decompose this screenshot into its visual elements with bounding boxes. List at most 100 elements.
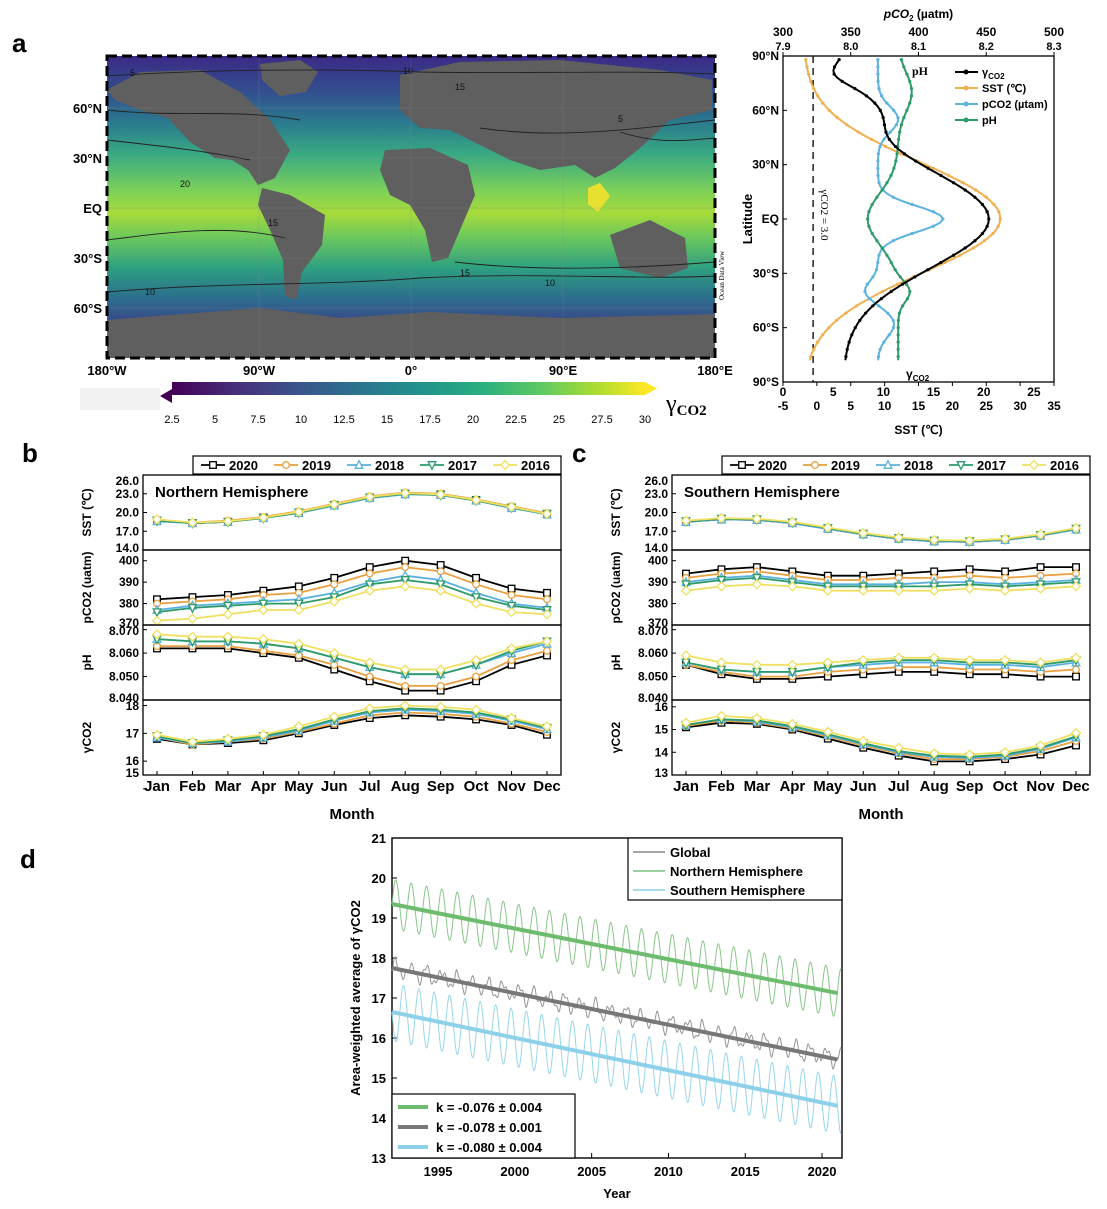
monthly-legend-marker bbox=[282, 461, 290, 469]
gamma-profile-line-point bbox=[878, 108, 882, 112]
hemisphere-title: Southern Hemisphere bbox=[684, 484, 840, 501]
profile-top-title-unit: (µatm) bbox=[914, 7, 954, 21]
gamma-tick-label: 0 bbox=[780, 385, 787, 399]
lon-tick-label: 90°W bbox=[243, 363, 276, 378]
monthly-series-line bbox=[156, 574, 548, 611]
sst-profile-line-point bbox=[998, 217, 1002, 221]
profile-legend-label: pCO2 (µtam) bbox=[982, 99, 1048, 111]
pco2-tick-label: 300 bbox=[773, 25, 793, 39]
fit-legend-label: k = -0.078 ± 0.001 bbox=[436, 1120, 542, 1135]
profile-xlabel: SST (℃) bbox=[894, 423, 942, 437]
pco2-profile-line-point bbox=[892, 108, 896, 112]
monthly-y-tick-label: 390 bbox=[119, 575, 139, 589]
trend-y-tick-label: 14 bbox=[372, 1111, 387, 1126]
lon-tick-label: 180°W bbox=[87, 363, 127, 378]
pco2-profile-line-point bbox=[876, 166, 880, 170]
gamma-profile-line-point bbox=[847, 340, 851, 344]
pco2-profile-line-point bbox=[880, 94, 884, 98]
map-axis-labels: 180°W 90°W 0° 90°E 180°E 60°N 30°N EQ 30°S 60°S bbox=[73, 101, 733, 378]
monthly-legend-marker bbox=[956, 461, 966, 471]
gamma-profile-line-point bbox=[951, 181, 956, 185]
monthly-point bbox=[680, 717, 692, 728]
gamma-profile-line-point bbox=[914, 159, 918, 163]
monthly-point bbox=[293, 604, 305, 616]
sst-profile-line-point bbox=[961, 181, 965, 185]
ph-profile-line-point bbox=[885, 253, 889, 257]
colorbar-right-arrow bbox=[645, 382, 657, 395]
monthly-point bbox=[751, 712, 763, 724]
pco2-profile-line-point bbox=[891, 318, 895, 323]
monthly-point bbox=[858, 585, 869, 596]
monthly-point bbox=[472, 580, 481, 589]
pco2-profile-line-point bbox=[887, 333, 891, 337]
colorbar-tick-label: 25 bbox=[553, 414, 565, 426]
lon-tick-label: 90°E bbox=[549, 363, 578, 378]
pco2-profile-line-point bbox=[877, 304, 881, 308]
profile-legend-label-sub: CO2 bbox=[988, 72, 1005, 81]
monthly-point bbox=[293, 638, 305, 649]
monthly-point bbox=[151, 629, 163, 640]
monthly-point bbox=[401, 556, 410, 565]
pco2-tick-label: 500 bbox=[1044, 25, 1064, 39]
monthly-point bbox=[435, 701, 446, 713]
monthly-point bbox=[187, 603, 198, 614]
month-tick-label: Mar bbox=[215, 778, 242, 795]
sst-tick-label: 30 bbox=[1013, 399, 1027, 413]
ph-tick-label: 8.3 bbox=[1046, 41, 1061, 53]
monthly-legend-marker bbox=[738, 461, 746, 469]
profile-legend-label-main: SST (℃) bbox=[982, 83, 1026, 95]
month-tick-label: Dec bbox=[533, 778, 561, 795]
monthly-legend-label: 2016 bbox=[521, 458, 550, 473]
threshold-label: γCO2 = 3.0 bbox=[818, 188, 830, 241]
monthly-y-label: pH bbox=[80, 655, 94, 671]
monthly-series-line bbox=[685, 576, 1077, 588]
monthly-point bbox=[822, 522, 834, 533]
sst-profile-line-point bbox=[997, 210, 1001, 214]
monthly-y-label: pCO2 (uatm) bbox=[80, 551, 94, 623]
monthly-point bbox=[152, 608, 162, 618]
profile-lat-tick-label: EQ bbox=[762, 212, 779, 226]
monthly-point bbox=[1072, 665, 1080, 674]
monthly-point bbox=[330, 580, 339, 589]
monthly-legend-label: 2017 bbox=[448, 458, 477, 473]
monthly-point bbox=[928, 748, 940, 759]
monthly-point bbox=[1070, 652, 1082, 664]
sst-profile-line-point bbox=[812, 347, 816, 351]
colorbar-shadow bbox=[80, 388, 160, 410]
monthly-point bbox=[541, 636, 553, 647]
pco2-profile-line-point bbox=[876, 260, 880, 265]
profile-top-title-sub: 2 bbox=[909, 14, 914, 23]
monthly-y-tick-label: 26.0 bbox=[116, 474, 140, 488]
gamma-profile-line-point bbox=[902, 152, 907, 156]
monthly-point bbox=[258, 599, 269, 610]
ph-profile-line-point bbox=[900, 304, 905, 308]
gamma-profile-line-point bbox=[963, 246, 967, 250]
inplot-gamma-main: γ bbox=[906, 367, 913, 381]
ph-profile-line-point bbox=[897, 137, 901, 141]
sst-profile-line-point bbox=[844, 311, 848, 315]
gamma-profile-line-point bbox=[987, 217, 991, 221]
monthly-point bbox=[787, 516, 798, 528]
monthly-point bbox=[999, 585, 1011, 596]
monthly-point bbox=[222, 609, 234, 620]
monthly-series-line bbox=[685, 714, 1077, 756]
contour-label: 20 bbox=[180, 179, 190, 189]
monthly-point bbox=[329, 596, 340, 607]
monthly-y-tick-label: 23.0 bbox=[645, 487, 669, 501]
monthly-legend-label: 2019 bbox=[302, 458, 331, 473]
monthly-point bbox=[400, 576, 411, 586]
gamma-profile-line-point bbox=[844, 355, 848, 359]
monthly-legend-label: 2018 bbox=[904, 458, 933, 473]
pco2-tick-label: 400 bbox=[908, 25, 928, 39]
gamma-profile-line-point bbox=[853, 87, 857, 91]
contour-label: 5 bbox=[618, 114, 623, 124]
sst-profile-line-point bbox=[931, 166, 935, 170]
month-tick-label: Oct bbox=[993, 778, 1018, 795]
trend-series-line bbox=[391, 985, 842, 1135]
profile-legend-marker bbox=[963, 101, 969, 107]
monthly-point bbox=[399, 581, 411, 592]
pco2-profile-line-point bbox=[865, 282, 870, 286]
monthly-series-line bbox=[156, 566, 548, 605]
month-tick-label: Jun bbox=[850, 778, 877, 795]
